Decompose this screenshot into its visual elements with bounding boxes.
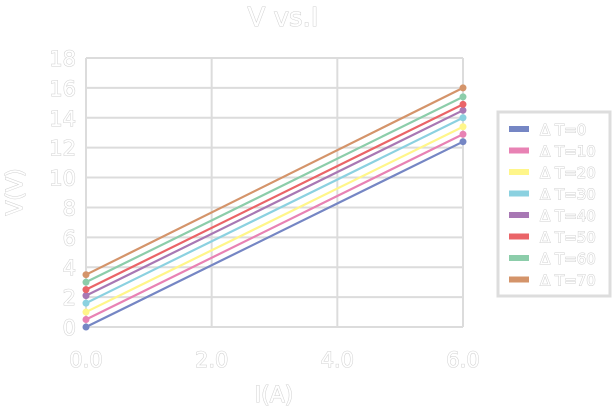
legend-label: Δ T=70 <box>540 272 596 290</box>
legend-swatch <box>509 126 529 132</box>
legend-swatch <box>509 169 529 175</box>
y-tick-label: 16 <box>49 77 76 101</box>
data-point <box>82 286 90 294</box>
x-tick-label: 0.0 <box>69 348 102 372</box>
x-axis-label: I(A) <box>255 383 294 407</box>
y-tick-label: 18 <box>49 47 76 71</box>
data-point <box>82 316 90 324</box>
data-point <box>82 308 90 316</box>
chart-title: V vs.I <box>248 3 319 33</box>
data-point <box>459 100 467 108</box>
legend-label: Δ T=60 <box>540 250 596 268</box>
legend-label: Δ T=50 <box>540 229 596 247</box>
legend-swatch <box>509 147 529 154</box>
legend-label: Δ T=0 <box>540 121 586 139</box>
y-tick-label: 0 <box>63 316 76 340</box>
series-line <box>85 116 464 305</box>
y-tick-label: 4 <box>63 256 76 280</box>
y-tick-label: 12 <box>49 137 76 161</box>
y-tick-label: 2 <box>63 286 76 310</box>
grid <box>85 57 464 328</box>
data-point <box>459 130 467 138</box>
legend-box <box>496 110 612 298</box>
data-point <box>82 299 90 307</box>
legend-label: Δ T=10 <box>540 143 596 161</box>
series-line <box>85 140 464 328</box>
data-point <box>459 138 467 146</box>
y-axis-label: V(V) <box>3 168 28 215</box>
y-tick-label: 14 <box>49 107 76 131</box>
data-point <box>82 323 90 331</box>
legend-swatch <box>509 190 529 197</box>
series-line <box>85 86 464 276</box>
data-point <box>459 106 467 114</box>
legend-swatch <box>509 212 529 218</box>
legend-label: Δ T=20 <box>540 164 596 182</box>
legend-label: Δ T=40 <box>540 207 596 225</box>
data-point <box>82 278 90 286</box>
data-point <box>82 271 90 279</box>
data-point <box>459 93 467 101</box>
y-tick-label: 6 <box>63 226 76 250</box>
y-tick-label: 8 <box>63 196 76 220</box>
data-point <box>459 114 467 122</box>
x-tick-label: 4.0 <box>321 348 354 372</box>
series-line <box>85 133 464 321</box>
y-tick-label: 10 <box>49 167 76 191</box>
data-point <box>82 292 90 300</box>
legend-swatch <box>509 255 529 261</box>
legend-label: Δ T=30 <box>540 186 596 204</box>
x-tick-label: 6.0 <box>446 348 479 372</box>
legend-swatch <box>509 233 529 240</box>
tick-labels: 0 2 4 6 8 10 12 14 16 18 0.0 2.0 4.0 6.0 <box>49 47 480 373</box>
series-line <box>85 95 464 284</box>
data-point <box>459 123 467 131</box>
series-line <box>85 125 464 314</box>
series-line <box>85 103 464 291</box>
x-tick-label: 2.0 <box>195 348 228 372</box>
legend: Δ T=0 Δ T=10 Δ T=20 Δ T=30 Δ T=40 Δ T=50 Δ T=6… <box>496 110 612 298</box>
data-point <box>459 84 467 92</box>
series-lines <box>82 84 467 331</box>
legend-swatch <box>509 276 529 283</box>
series-line <box>85 109 464 297</box>
